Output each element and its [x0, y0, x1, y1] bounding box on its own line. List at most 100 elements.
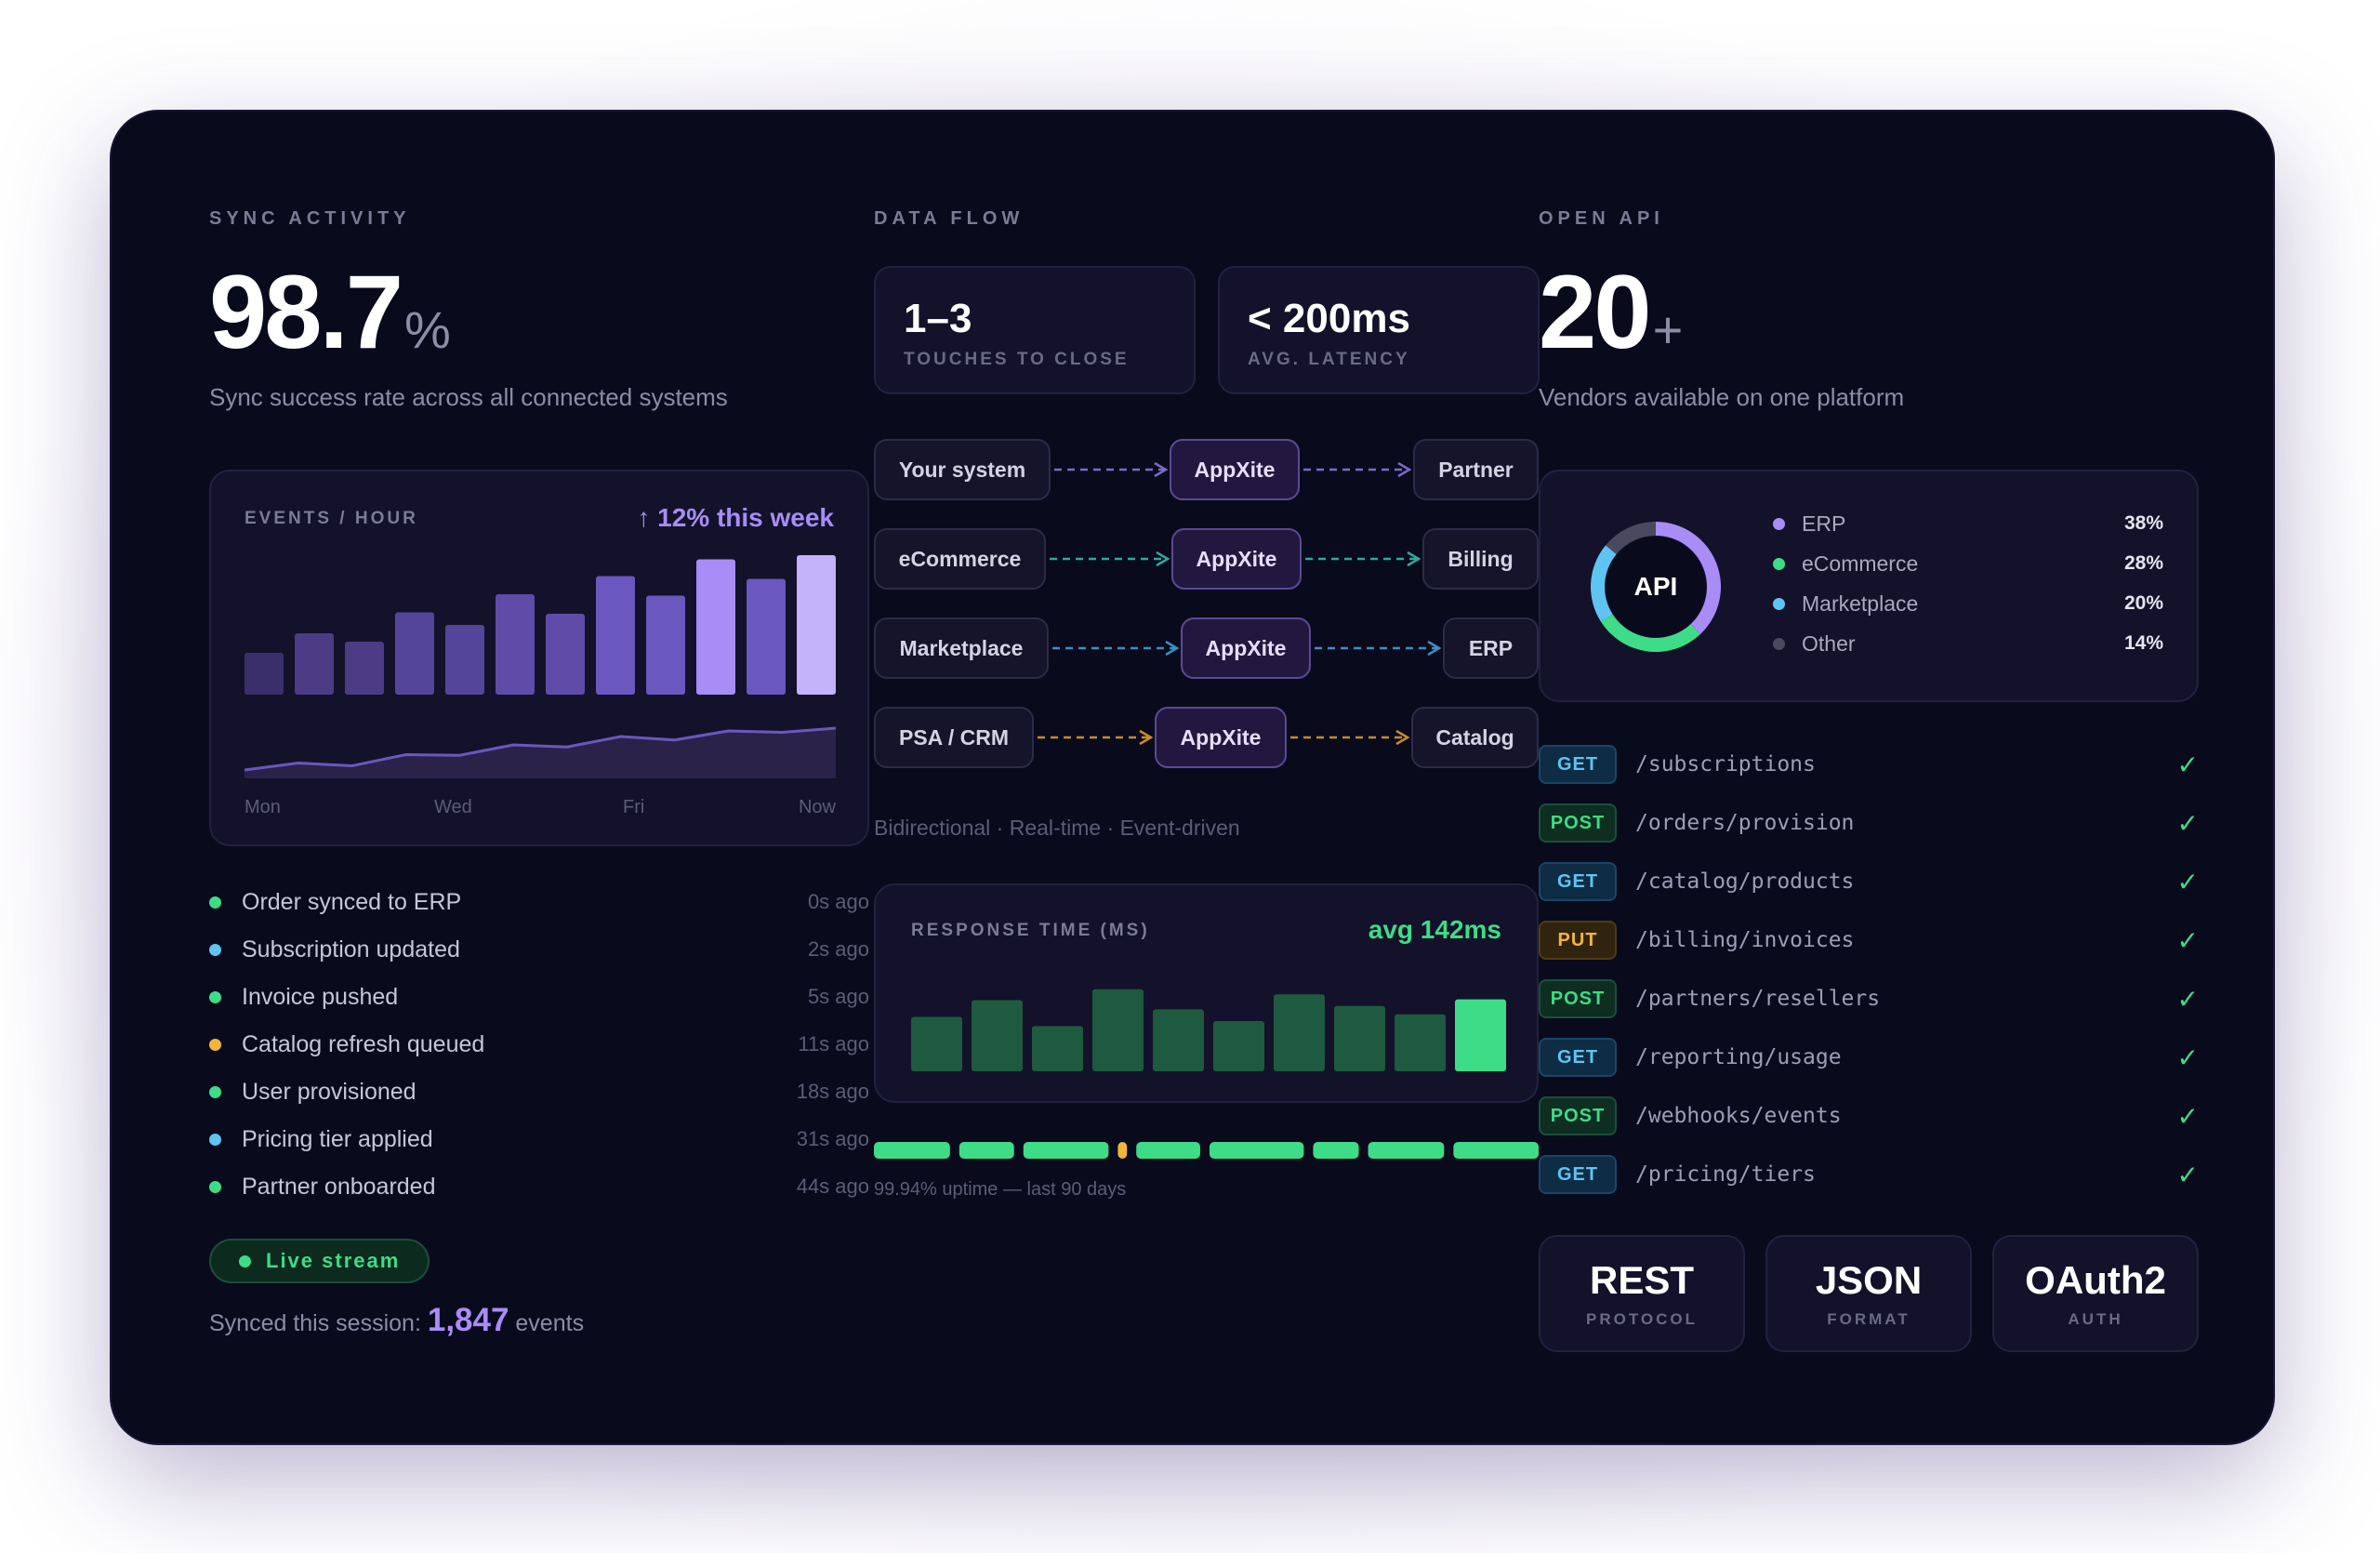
events-chart — [245, 555, 836, 778]
stat-touches-label: TOUCHES TO CLOSE — [904, 350, 1130, 369]
uptime-segment — [1023, 1142, 1109, 1159]
stat-latency: < 200ms AVG. LATENCY — [1218, 266, 1540, 394]
feed-item-label: Partner onboarded — [242, 1173, 436, 1200]
api-subtitle: Vendors available on one platform — [1539, 383, 1905, 411]
api-feature-badge: JSON FORMAT — [1765, 1235, 1972, 1352]
status-dot-icon — [209, 1085, 221, 1098]
flow-kicker: DATA FLOW — [874, 208, 1025, 229]
legend-item: Marketplace 20% — [1773, 587, 2163, 620]
endpoint-path: /catalog/products — [1635, 869, 1855, 894]
events-trend: ↑ 12% this week — [637, 503, 834, 532]
api-endpoint-list: GET/subscriptions ✓ POST/orders/provision ✓… — [1539, 744, 2199, 1194]
events-bar — [496, 594, 535, 695]
flow-target-node[interactable]: Catalog — [1411, 707, 1539, 768]
feed-item-time: 0s ago — [807, 890, 869, 913]
axis-label-now: Now — [798, 797, 836, 817]
api-endpoint-row[interactable]: GET/reporting/usage ✓ — [1539, 1037, 2199, 1078]
api-endpoint-row[interactable]: GET/pricing/tiers ✓ — [1539, 1154, 2199, 1195]
flow-target-node[interactable]: Billing — [1422, 528, 1539, 590]
endpoint-path: /billing/invoices — [1635, 928, 1855, 952]
legend-swatch-icon — [1773, 637, 1785, 650]
check-icon: ✓ — [2176, 808, 2199, 838]
badge-subtitle: AUTH — [2068, 1310, 2123, 1328]
events-trend-line — [245, 726, 836, 772]
flow-target-node[interactable]: Partner — [1413, 439, 1539, 500]
check-icon: ✓ — [2176, 1101, 2199, 1131]
flow-source-node[interactable]: Your system — [874, 439, 1051, 500]
api-column: OPEN API 20+ Vendors available on one pl… — [1539, 112, 2203, 1443]
endpoint-path: /orders/provision — [1635, 811, 1855, 835]
check-icon: ✓ — [2176, 984, 2199, 1014]
events-bar — [696, 559, 735, 695]
flow-column: DATA FLOW 1–3 TOUCHES TO CLOSE < 200ms A… — [874, 112, 1540, 1443]
flow-arrow-icon — [1303, 461, 1412, 478]
donut-slice — [1591, 545, 1617, 622]
donut-slice — [1606, 522, 1656, 554]
sync-rate: 98.7% — [209, 260, 451, 365]
donut-hole — [1606, 537, 1706, 637]
api-endpoint-row[interactable]: GET/subscriptions ✓ — [1539, 744, 2199, 785]
flow-hub-node[interactable]: AppXite — [1170, 439, 1300, 500]
uptime-segment — [1453, 1142, 1539, 1159]
legend-label: ERP — [1802, 511, 1846, 536]
api-endpoint-row[interactable]: POST/partners/resellers ✓ — [1539, 978, 2199, 1019]
vendor-count-unit: + — [1652, 300, 1684, 359]
flow-arrow-icon — [1038, 729, 1154, 746]
legend-swatch-icon — [1773, 597, 1785, 610]
api-endpoint-row[interactable]: PUT/billing/invoices ✓ — [1539, 920, 2199, 961]
legend-item: ERP 38% — [1773, 507, 2163, 540]
endpoint-path: /partners/resellers — [1635, 987, 1881, 1011]
flow-hub-node[interactable]: AppXite — [1155, 707, 1287, 768]
api-endpoint-row[interactable]: POST/orders/provision ✓ — [1539, 803, 2199, 843]
feed-item: Subscription updated 2s ago — [209, 931, 869, 968]
http-method-badge: GET — [1539, 745, 1617, 784]
donut-slice — [1600, 614, 1700, 652]
feed-item-label: Catalog refresh queued — [242, 1030, 485, 1057]
events-bar — [747, 578, 786, 695]
response-time-title: RESPONSE TIME (MS) — [911, 921, 1150, 940]
http-method-badge: GET — [1539, 862, 1617, 901]
flow-target-node[interactable]: ERP — [1443, 617, 1539, 679]
api-badges: REST PROTOCOL JSON FORMAT OAuth2 AUTH — [1539, 1235, 2199, 1354]
stat-touches-value: 1–3 — [904, 296, 972, 341]
events-bar — [395, 612, 434, 695]
sync-column: SYNC ACTIVITY 98.7% Sync success rate ac… — [209, 112, 869, 1443]
live-stream-label: Live stream — [266, 1249, 401, 1272]
api-endpoint-row[interactable]: POST/webhooks/events ✓ — [1539, 1095, 2199, 1136]
status-dot-icon — [209, 943, 221, 956]
legend-value: 28% — [2123, 552, 2163, 574]
response-bar — [1092, 989, 1144, 1071]
uptime-segment — [874, 1142, 950, 1159]
flow-source-node[interactable]: PSA / CRM — [874, 707, 1034, 768]
vendor-donut-chart — [1591, 522, 1721, 652]
status-dot-icon — [209, 1180, 221, 1193]
status-dot-icon — [209, 1133, 221, 1146]
flow-hub-node[interactable]: AppXite — [1181, 617, 1311, 679]
response-bar — [1213, 1021, 1264, 1071]
api-endpoint-row[interactable]: GET/catalog/products ✓ — [1539, 861, 2199, 902]
stat-latency-value: < 200ms — [1248, 296, 1410, 341]
feed-item-label: Invoice pushed — [242, 983, 399, 1010]
response-bar — [1153, 1009, 1204, 1071]
axis-label-mon: Mon — [245, 797, 281, 817]
live-stream-button[interactable]: Live stream — [209, 1239, 430, 1283]
feed-item: Order synced to ERP 0s ago — [209, 883, 869, 921]
endpoint-path: /reporting/usage — [1635, 1045, 1842, 1069]
response-time-panel: RESPONSE TIME (MS) avg 142ms — [874, 883, 1539, 1103]
legend-label: eCommerce — [1802, 551, 1919, 576]
flow-source-node[interactable]: eCommerce — [874, 528, 1046, 590]
events-bar — [345, 642, 384, 695]
check-icon: ✓ — [2176, 925, 2199, 955]
flow-diagram: Your system AppXite Partner eCommerce AppXit… — [874, 439, 1539, 774]
feed-item-time: 5s ago — [807, 985, 869, 1008]
vendor-count: 20+ — [1539, 260, 1683, 365]
flow-source-node[interactable]: Marketplace — [874, 617, 1049, 679]
http-method-badge: PUT — [1539, 921, 1617, 960]
flow-hub-node[interactable]: AppXite — [1171, 528, 1302, 590]
status-dot-icon — [209, 896, 221, 909]
uptime-segment — [1117, 1142, 1128, 1159]
flow-arrow-icon — [1290, 729, 1410, 746]
feed-item-time: 2s ago — [807, 937, 869, 961]
legend-item: eCommerce 28% — [1773, 547, 2163, 580]
uptime-segment — [959, 1142, 1014, 1159]
